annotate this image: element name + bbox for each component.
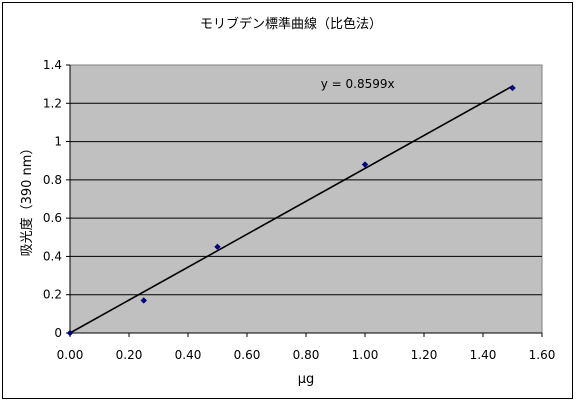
y-tick-label: 0.4	[43, 249, 62, 263]
data-points	[66, 84, 516, 337]
x-axis-tick-labels: 0.00 0.20 0.40 0.60 0.80 1.00 1.20 1.40 1.60	[57, 65, 556, 362]
data-point	[361, 161, 369, 168]
chart-title: モリブデン標準曲線（比色法）	[200, 16, 382, 32]
x-tick-label: 1.20	[411, 348, 438, 362]
x-axis-label: μg	[298, 372, 315, 387]
data-point	[214, 243, 221, 251]
data-point	[509, 84, 516, 92]
x-tick-label: 0.40	[175, 348, 202, 362]
data-point	[66, 329, 74, 337]
x-tick-label: 1.00	[352, 348, 379, 362]
y-tick-label: 0.2	[43, 288, 62, 302]
x-tick-label: 0.80	[293, 348, 320, 362]
x-tick-label: 1.40	[470, 348, 497, 362]
x-tick-label: 0.20	[116, 348, 143, 362]
x-tick-label: 1.60	[529, 348, 556, 362]
trendline-equation: y = 0.8599x	[321, 77, 395, 91]
y-axis-tick-labels: 0 0.2 0.4 0.6 0.8 1 1.2 1.4	[43, 58, 70, 340]
y-tick-label: 1.4	[43, 58, 62, 72]
y-tick-label: 0	[54, 326, 62, 340]
x-tick-label: 0.00	[57, 348, 84, 362]
data-point	[140, 297, 147, 304]
y-tick-label: 1.2	[43, 96, 62, 110]
y-axis-label: 吸光度（390 nm）	[19, 142, 35, 257]
gridlines	[70, 102, 542, 296]
y-tick-label: 0.6	[43, 211, 62, 225]
trendline	[69, 85, 513, 334]
x-tick-label: 0.60	[234, 348, 261, 362]
y-tick-label: 1	[54, 135, 62, 149]
y-tick-label: 0.8	[43, 173, 62, 187]
